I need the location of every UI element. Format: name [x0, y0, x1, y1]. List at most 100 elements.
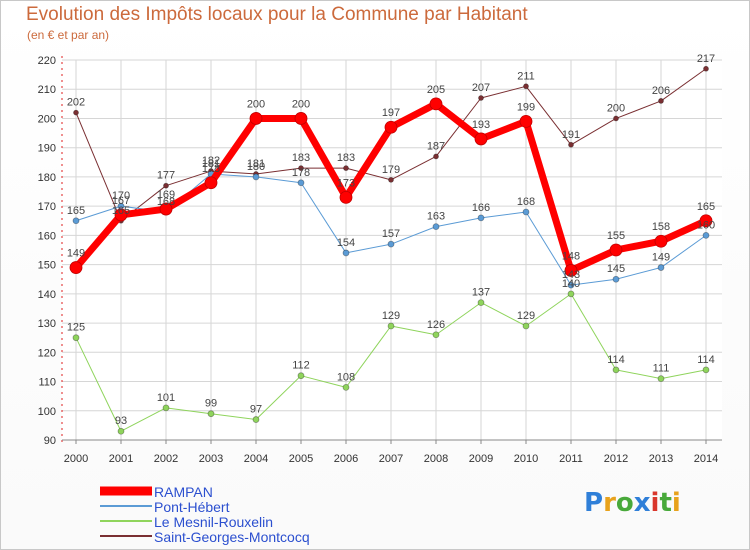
data-label: 169 [157, 189, 175, 201]
data-point [612, 366, 620, 374]
data-point [72, 334, 80, 342]
x-tick-label: 2002 [154, 453, 178, 465]
data-point [388, 176, 394, 183]
data-point [252, 173, 260, 181]
data-point [523, 83, 529, 90]
data-label: 200 [247, 98, 265, 110]
data-label: 200 [607, 102, 625, 114]
logo-letter: i [671, 488, 681, 518]
data-point [654, 234, 668, 248]
data-point [429, 97, 443, 111]
x-tick-label: 2000 [64, 453, 88, 465]
data-label: 129 [382, 310, 400, 322]
data-point [657, 264, 665, 271]
y-tick-label: 140 [38, 289, 56, 301]
data-label: 97 [250, 404, 262, 416]
data-label: 166 [472, 202, 490, 214]
data-label: 168 [157, 196, 175, 208]
x-tick-label: 2006 [334, 453, 358, 465]
data-label: 155 [607, 230, 625, 242]
data-point [432, 223, 440, 231]
data-point [162, 404, 170, 412]
data-point [207, 410, 215, 418]
data-label: 108 [337, 371, 355, 383]
data-point [72, 217, 80, 225]
data-label: 114 [607, 354, 625, 366]
y-tick-label: 160 [38, 230, 56, 242]
legend-label: Le Mesnil-Rouxelin [154, 514, 273, 530]
data-label: 143 [562, 269, 580, 281]
y-tick-label: 210 [38, 84, 56, 96]
data-label: 137 [472, 287, 490, 299]
y-tick-label: 150 [38, 260, 56, 272]
data-point [612, 275, 620, 283]
data-point [432, 331, 440, 339]
proxiti-logo: Proxiti [584, 488, 681, 518]
data-point [567, 290, 575, 298]
x-tick-label: 2011 [559, 453, 583, 465]
chart-title: Evolution des Impôts locaux pour la Comm… [26, 4, 528, 25]
data-point [294, 112, 308, 125]
data-point [564, 264, 578, 277]
data-label: 178 [202, 163, 220, 175]
data-point [519, 114, 533, 128]
data-label: 160 [697, 219, 715, 231]
data-label: 199 [517, 101, 535, 113]
data-label: 149 [67, 248, 85, 260]
data-point [252, 416, 260, 423]
data-point [478, 95, 484, 101]
data-label: 125 [67, 322, 85, 334]
data-label: 193 [472, 119, 490, 131]
data-point [703, 65, 709, 72]
data-label: 101 [157, 392, 175, 404]
data-label: 217 [697, 53, 715, 65]
y-tick-label: 110 [38, 377, 56, 389]
data-label: 158 [652, 221, 670, 233]
data-point [69, 261, 83, 274]
data-label: 129 [517, 310, 535, 322]
data-label: 165 [67, 205, 85, 217]
data-label: 163 [427, 211, 445, 223]
logo-letter: r [603, 488, 616, 518]
logo-letter: P [584, 488, 604, 518]
data-label: 114 [697, 354, 715, 366]
x-tick-label: 2008 [424, 453, 448, 465]
data-point [73, 109, 79, 116]
data-label: 140 [562, 278, 580, 290]
data-point [433, 153, 439, 160]
x-tick-label: 2012 [604, 453, 628, 465]
data-label: 99 [205, 398, 217, 410]
data-point [609, 243, 623, 257]
data-label: 165 [697, 201, 715, 213]
data-point [117, 427, 125, 435]
data-label: 197 [382, 107, 400, 119]
data-label: 180 [247, 161, 265, 173]
y-tick-label: 170 [38, 201, 56, 213]
data-label: 126 [427, 319, 445, 331]
data-label: 206 [652, 85, 670, 97]
data-label: 173 [337, 177, 355, 189]
data-point [297, 372, 305, 380]
data-label: 148 [562, 250, 580, 262]
data-label: 179 [382, 164, 400, 176]
data-point [343, 165, 349, 172]
x-tick-label: 2004 [244, 453, 268, 465]
data-point [567, 281, 575, 289]
data-label: 183 [337, 152, 355, 164]
y-tick-label: 130 [38, 318, 56, 330]
data-point [114, 208, 128, 222]
data-point [699, 214, 713, 228]
data-point [387, 322, 395, 330]
y-tick-label: 200 [38, 113, 56, 125]
data-label: 211 [517, 70, 535, 82]
data-point [339, 190, 353, 204]
chart-subtitle: (en € et par an) [27, 28, 110, 42]
data-point [204, 176, 218, 190]
data-label: 178 [292, 167, 310, 179]
data-point [702, 231, 710, 239]
data-point [159, 202, 173, 216]
data-label: 183 [292, 152, 310, 164]
data-label: 177 [157, 170, 175, 182]
logo-letter: x [633, 488, 651, 518]
